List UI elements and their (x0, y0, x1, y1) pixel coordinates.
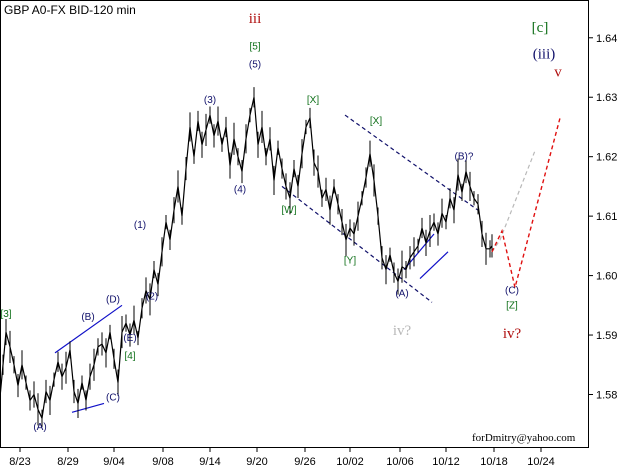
wave-label: iii (249, 11, 262, 27)
x-tick-label: 10/12 (432, 456, 460, 468)
wave-label: [4] (124, 351, 135, 362)
forecast-path-alt (491, 150, 536, 253)
x-tick-label: 10/24 (527, 456, 555, 468)
x-tick-label: 10/02 (336, 456, 364, 468)
wave-label: (A) (33, 422, 46, 433)
wave-label: (A) (395, 288, 408, 299)
wave-label: [W] (282, 205, 297, 216)
channel-lower-line (71, 402, 105, 413)
y-tick-label: 1.62 (596, 152, 617, 164)
chart-title: GBP A0-FX BID-120 min (4, 3, 136, 17)
wave-label: (3) (204, 95, 216, 106)
x-tick-label: 9/08 (152, 456, 173, 468)
wave-label: (E) (123, 333, 136, 344)
y-tick-label: 1.60 (596, 271, 617, 283)
wave-label: [X] (370, 116, 382, 127)
wave-label: [c] (532, 20, 549, 36)
wave-label: [5] (249, 42, 260, 53)
forecast-paths (491, 117, 561, 288)
x-tick-label: 9/26 (294, 456, 315, 468)
wave-label: iv? (393, 323, 412, 339)
x-axis: 8/23 8/29 9/04 9/08 9/14 9/20 9/26 10/02 10/06 10… (9, 447, 555, 468)
x-tick-label: 9/20 (246, 456, 267, 468)
x-tick-label: 8/23 (9, 456, 30, 468)
wave-label: (C) (505, 285, 519, 296)
plot-frame (0, 0, 589, 448)
y-tick-label: 1.64 (596, 33, 617, 45)
forecast-path-main (491, 117, 561, 288)
wave-label: (B) (81, 312, 94, 323)
wave-labels: [3] (A) (B) (C) (D) (E) [4] (1) (2) (3) (4) iii [5] (… (0, 11, 562, 433)
wave-label: (5) (249, 60, 261, 71)
x-tick-label: 10/18 (480, 456, 508, 468)
y-tick-label: 1.63 (596, 92, 617, 104)
wave-label: [X] (307, 95, 319, 106)
watermark-text: forDmitry@yahoo.com (472, 432, 576, 444)
wave-label: (iii) (533, 47, 556, 63)
wave-label: (2) (146, 291, 158, 302)
y-tick-label: 1.58 (596, 389, 617, 401)
x-tick-label: 9/14 (199, 456, 220, 468)
wave-label: (4) (234, 184, 246, 195)
wave-label: (1) (134, 220, 146, 231)
wave-label: (D) (106, 294, 120, 305)
x-tick-label: 9/04 (103, 456, 124, 468)
wave-label: [Y] (344, 256, 356, 267)
wave-a-channel-line-2 (419, 251, 449, 279)
price-series (0, 87, 493, 427)
wave-label: (C) (106, 392, 120, 403)
wave-label: iv? (503, 326, 522, 342)
wave-label: v (554, 64, 562, 80)
wave-label: (B)? (455, 152, 474, 163)
wedge-lower-line (281, 185, 433, 303)
wave-label: [3] (0, 309, 11, 320)
x-tick-label: 8/29 (57, 456, 78, 468)
y-axis: 1.64 1.63 1.62 1.61 1.60 1.59 1.58 (588, 33, 617, 401)
y-tick-label: 1.59 (596, 330, 617, 342)
y-tick-label: 1.61 (596, 211, 617, 223)
wave-a-channel-line (403, 233, 435, 271)
wave-label: [Z] (506, 300, 518, 311)
channel-upper-line (54, 304, 123, 354)
x-tick-label: 10/06 (386, 456, 414, 468)
